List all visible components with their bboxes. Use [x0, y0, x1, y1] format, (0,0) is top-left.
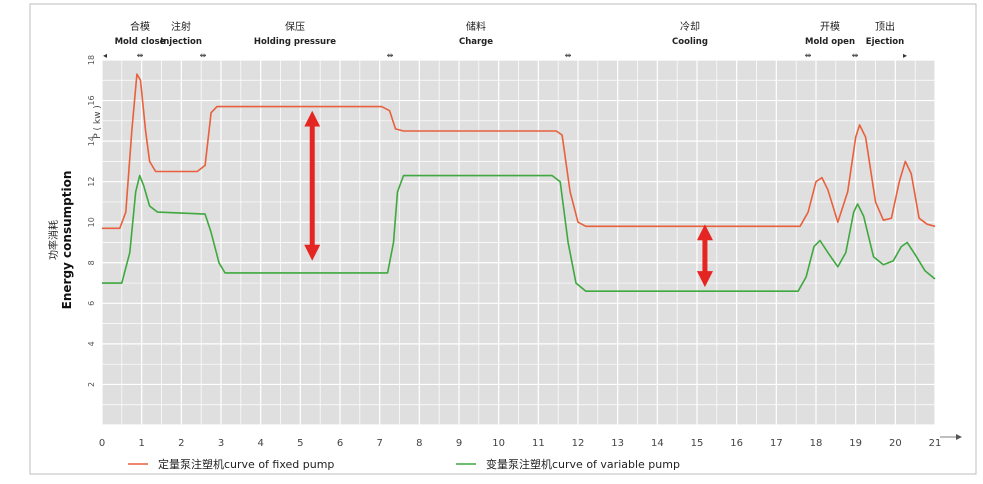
- y-tick-label: 12: [87, 177, 96, 187]
- phase-boundary-marker: ⇹: [387, 51, 394, 60]
- x-tick-label: 1: [138, 438, 144, 449]
- y-tick-labels: 2 4 6 8 10 12 14 16 18: [87, 55, 96, 387]
- x-tick-label: 6: [337, 438, 343, 449]
- series-line-fixed-pump: [102, 73, 936, 230]
- grid-major: [101, 59, 936, 426]
- phase-label-cn: 开模: [820, 21, 840, 33]
- x-tick-label: 18: [810, 438, 823, 449]
- phase-label-cn: 顶出: [875, 20, 895, 33]
- x-tick-label: 21: [929, 438, 942, 449]
- x-tick-label: 14: [651, 438, 664, 449]
- legend: 定量泵注塑机curve of fixed pump 变量泵注塑机curve of …: [128, 457, 680, 471]
- phase-boundary-marker: ⇹: [565, 51, 572, 60]
- phase-label-en: Cooling: [672, 37, 708, 47]
- phase-labels: 合模 Mold close 注射 Injection 保压 Holding pressur…: [103, 20, 907, 60]
- x-tick-labels: 0 1 2 3 4 5 6 7 8 9 10 11 12 13 14 15 16 17 18 19 20 21: [99, 438, 942, 449]
- x-tick-label: 10: [492, 438, 505, 449]
- y-tick-label: 14: [87, 136, 96, 146]
- phase-label-cn: 保压: [285, 20, 305, 33]
- series-lines: [102, 73, 936, 292]
- legend-label: 变量泵注塑机curve of variable pump: [486, 457, 680, 471]
- phase-label-en: Ejection: [866, 37, 904, 47]
- x-tick-label: 15: [691, 438, 704, 449]
- x-tick-label: 16: [730, 438, 743, 449]
- phase-label-cn: 冷却: [680, 20, 700, 33]
- y-tick-label: 4: [87, 341, 96, 346]
- phase-label-en: Mold close: [115, 37, 166, 47]
- x-tick-label: 11: [532, 438, 545, 449]
- phase-boundary-marker: ⇹: [805, 51, 812, 60]
- phase-label-en: Holding pressure: [254, 37, 336, 47]
- y-axis-label-cn: 功率消耗: [47, 220, 60, 260]
- x-tick-label: 8: [416, 438, 422, 449]
- y-axis-label-en: Energy consumption: [60, 171, 74, 310]
- y-tick-label: 2: [87, 382, 96, 387]
- y-tick-label: 10: [87, 217, 96, 227]
- phase-start-marker: ◂: [103, 51, 107, 60]
- x-tick-label: 17: [770, 438, 783, 449]
- phase-boundary-marker: ⇹: [200, 51, 207, 60]
- y-tick-label: 6: [87, 301, 96, 306]
- phase-boundary-marker: ⇹: [852, 51, 859, 60]
- phase-label-cn: 储料: [466, 20, 486, 33]
- phase-label-en: Mold open: [805, 37, 855, 47]
- x-tick-label: 4: [257, 438, 263, 449]
- x-tick-label: 13: [611, 438, 624, 449]
- annotations: [304, 110, 713, 288]
- phase-label-cn: 合模: [130, 20, 150, 33]
- x-tick-label: 12: [572, 438, 585, 449]
- phase-label-en: Charge: [459, 37, 493, 47]
- x-tick-label: 0: [99, 438, 105, 449]
- x-tick-label: 3: [218, 438, 224, 449]
- y-tick-label: 8: [87, 260, 96, 265]
- x-tick-label: 7: [376, 438, 382, 449]
- x-tick-label: 2: [178, 438, 184, 449]
- x-tick-label: 9: [456, 438, 462, 449]
- phase-label-cn: 注射: [171, 20, 191, 33]
- legend-label: 定量泵注塑机curve of fixed pump: [158, 457, 334, 471]
- x-axis-arrow: [940, 434, 962, 440]
- y-tick-label: 16: [87, 95, 96, 105]
- x-tick-label: 19: [849, 438, 862, 449]
- phase-boundary-marker: ▸: [903, 51, 907, 60]
- series-line-variable-pump: [102, 174, 936, 292]
- x-tick-label: 5: [297, 438, 303, 449]
- phase-boundary-marker: ⇹: [137, 51, 144, 60]
- phase-label-en: Injection: [160, 37, 202, 47]
- y-axis-unit: P ( kw ): [93, 105, 103, 139]
- x-tick-label: 20: [889, 438, 902, 449]
- y-tick-label: 18: [87, 55, 96, 65]
